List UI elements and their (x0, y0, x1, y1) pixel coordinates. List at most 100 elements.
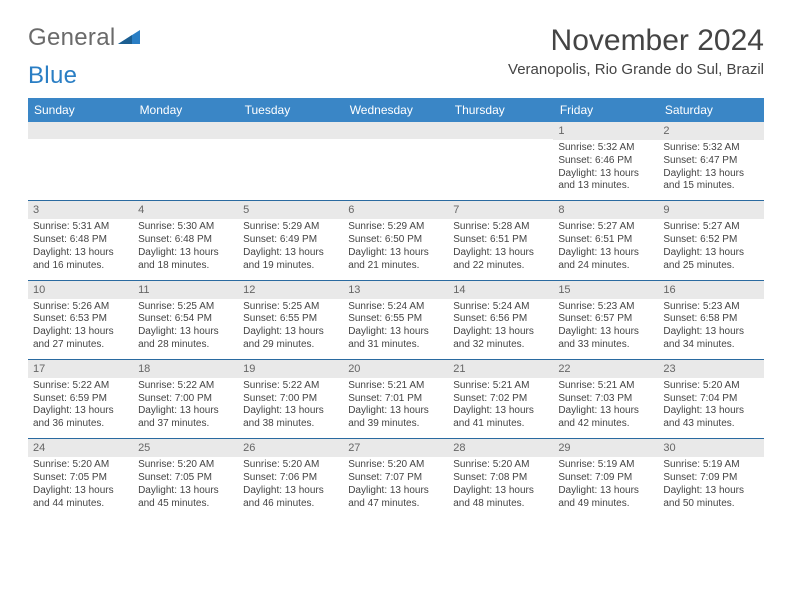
day-number: 30 (658, 439, 763, 457)
day-content: Sunrise: 5:23 AMSunset: 6:58 PMDaylight:… (658, 299, 763, 359)
daylight-line: Daylight: 13 hours and 24 minutes. (558, 247, 653, 273)
sunset-line: Sunset: 6:51 PM (453, 234, 548, 247)
day-number: 13 (343, 281, 448, 299)
sunrise-line: Sunrise: 5:22 AM (138, 380, 233, 393)
day-content: Sunrise: 5:32 AMSunset: 6:46 PMDaylight:… (553, 140, 658, 200)
daylight-line: Daylight: 13 hours and 48 minutes. (453, 485, 548, 511)
day-content: Sunrise: 5:29 AMSunset: 6:50 PMDaylight:… (343, 219, 448, 279)
sunrise-line: Sunrise: 5:32 AM (663, 142, 758, 155)
day-number: 6 (343, 201, 448, 219)
day-number: 1 (553, 122, 658, 140)
calendar-day-cell: 28Sunrise: 5:20 AMSunset: 7:08 PMDayligh… (448, 439, 553, 518)
calendar-body: 1Sunrise: 5:32 AMSunset: 6:46 PMDaylight… (28, 122, 764, 517)
sunrise-line: Sunrise: 5:28 AM (453, 221, 548, 234)
calendar-day-cell: 12Sunrise: 5:25 AMSunset: 6:55 PMDayligh… (238, 280, 343, 359)
calendar-page: General November 2024 Veranopolis, Rio G… (0, 0, 792, 535)
day-content: Sunrise: 5:20 AMSunset: 7:04 PMDaylight:… (658, 378, 763, 438)
day-content: Sunrise: 5:21 AMSunset: 7:01 PMDaylight:… (343, 378, 448, 438)
logo-text-general: General (28, 24, 115, 52)
sunset-line: Sunset: 6:57 PM (558, 313, 653, 326)
day-number: 3 (28, 201, 133, 219)
day-number: 19 (238, 360, 343, 378)
day-number: 23 (658, 360, 763, 378)
sunrise-line: Sunrise: 5:19 AM (558, 459, 653, 472)
day-content: Sunrise: 5:21 AMSunset: 7:03 PMDaylight:… (553, 378, 658, 438)
calendar-empty-cell (448, 122, 553, 201)
sunset-line: Sunset: 6:59 PM (33, 393, 128, 406)
calendar-day-cell: 9Sunrise: 5:27 AMSunset: 6:52 PMDaylight… (658, 201, 763, 280)
sunset-line: Sunset: 7:07 PM (348, 472, 443, 485)
day-number (133, 122, 238, 139)
weekday-header: Sunday (28, 98, 133, 122)
daylight-line: Daylight: 13 hours and 42 minutes. (558, 405, 653, 431)
sunrise-line: Sunrise: 5:25 AM (138, 301, 233, 314)
sunset-line: Sunset: 7:05 PM (33, 472, 128, 485)
day-content (343, 139, 448, 193)
calendar-day-cell: 23Sunrise: 5:20 AMSunset: 7:04 PMDayligh… (658, 359, 763, 438)
daylight-line: Daylight: 13 hours and 33 minutes. (558, 326, 653, 352)
day-content (28, 139, 133, 193)
sunrise-line: Sunrise: 5:21 AM (453, 380, 548, 393)
daylight-line: Daylight: 13 hours and 39 minutes. (348, 405, 443, 431)
sunset-line: Sunset: 6:49 PM (243, 234, 338, 247)
day-number: 7 (448, 201, 553, 219)
day-content: Sunrise: 5:26 AMSunset: 6:53 PMDaylight:… (28, 299, 133, 359)
sunset-line: Sunset: 7:01 PM (348, 393, 443, 406)
sunset-line: Sunset: 6:58 PM (663, 313, 758, 326)
daylight-line: Daylight: 13 hours and 28 minutes. (138, 326, 233, 352)
calendar-day-cell: 2Sunrise: 5:32 AMSunset: 6:47 PMDaylight… (658, 122, 763, 201)
day-content: Sunrise: 5:22 AMSunset: 6:59 PMDaylight:… (28, 378, 133, 438)
daylight-line: Daylight: 13 hours and 27 minutes. (33, 326, 128, 352)
day-number: 16 (658, 281, 763, 299)
calendar-day-cell: 20Sunrise: 5:21 AMSunset: 7:01 PMDayligh… (343, 359, 448, 438)
calendar-day-cell: 14Sunrise: 5:24 AMSunset: 6:56 PMDayligh… (448, 280, 553, 359)
day-content: Sunrise: 5:29 AMSunset: 6:49 PMDaylight:… (238, 219, 343, 279)
day-number (238, 122, 343, 139)
day-content: Sunrise: 5:31 AMSunset: 6:48 PMDaylight:… (28, 219, 133, 279)
sunrise-line: Sunrise: 5:20 AM (348, 459, 443, 472)
calendar-day-cell: 10Sunrise: 5:26 AMSunset: 6:53 PMDayligh… (28, 280, 133, 359)
title-block: November 2024 Veranopolis, Rio Grande do… (508, 24, 764, 78)
daylight-line: Daylight: 13 hours and 49 minutes. (558, 485, 653, 511)
calendar-week-row: 1Sunrise: 5:32 AMSunset: 6:46 PMDaylight… (28, 122, 764, 201)
calendar-day-cell: 13Sunrise: 5:24 AMSunset: 6:55 PMDayligh… (343, 280, 448, 359)
day-number: 22 (553, 360, 658, 378)
sunrise-line: Sunrise: 5:20 AM (453, 459, 548, 472)
day-content: Sunrise: 5:20 AMSunset: 7:08 PMDaylight:… (448, 457, 553, 517)
calendar-day-cell: 4Sunrise: 5:30 AMSunset: 6:48 PMDaylight… (133, 201, 238, 280)
day-content (238, 139, 343, 193)
day-content (448, 139, 553, 193)
day-content: Sunrise: 5:23 AMSunset: 6:57 PMDaylight:… (553, 299, 658, 359)
calendar-day-cell: 30Sunrise: 5:19 AMSunset: 7:09 PMDayligh… (658, 439, 763, 518)
sunset-line: Sunset: 7:06 PM (243, 472, 338, 485)
sunset-line: Sunset: 6:55 PM (243, 313, 338, 326)
daylight-line: Daylight: 13 hours and 19 minutes. (243, 247, 338, 273)
daylight-line: Daylight: 13 hours and 50 minutes. (663, 485, 758, 511)
calendar-week-row: 10Sunrise: 5:26 AMSunset: 6:53 PMDayligh… (28, 280, 764, 359)
day-number: 17 (28, 360, 133, 378)
day-content: Sunrise: 5:20 AMSunset: 7:05 PMDaylight:… (133, 457, 238, 517)
daylight-line: Daylight: 13 hours and 16 minutes. (33, 247, 128, 273)
day-content: Sunrise: 5:25 AMSunset: 6:54 PMDaylight:… (133, 299, 238, 359)
day-number (28, 122, 133, 139)
daylight-line: Daylight: 13 hours and 32 minutes. (453, 326, 548, 352)
day-number: 27 (343, 439, 448, 457)
sunrise-line: Sunrise: 5:20 AM (33, 459, 128, 472)
day-number (448, 122, 553, 139)
day-number: 14 (448, 281, 553, 299)
daylight-line: Daylight: 13 hours and 45 minutes. (138, 485, 233, 511)
weekday-header: Saturday (658, 98, 763, 122)
sunrise-line: Sunrise: 5:20 AM (663, 380, 758, 393)
sunset-line: Sunset: 6:52 PM (663, 234, 758, 247)
calendar-day-cell: 22Sunrise: 5:21 AMSunset: 7:03 PMDayligh… (553, 359, 658, 438)
day-content: Sunrise: 5:20 AMSunset: 7:07 PMDaylight:… (343, 457, 448, 517)
day-content: Sunrise: 5:32 AMSunset: 6:47 PMDaylight:… (658, 140, 763, 200)
sunrise-line: Sunrise: 5:27 AM (663, 221, 758, 234)
sunrise-line: Sunrise: 5:29 AM (243, 221, 338, 234)
sunrise-line: Sunrise: 5:20 AM (138, 459, 233, 472)
sunset-line: Sunset: 7:05 PM (138, 472, 233, 485)
day-number: 9 (658, 201, 763, 219)
day-content (133, 139, 238, 193)
daylight-line: Daylight: 13 hours and 13 minutes. (558, 168, 653, 194)
daylight-line: Daylight: 13 hours and 29 minutes. (243, 326, 338, 352)
